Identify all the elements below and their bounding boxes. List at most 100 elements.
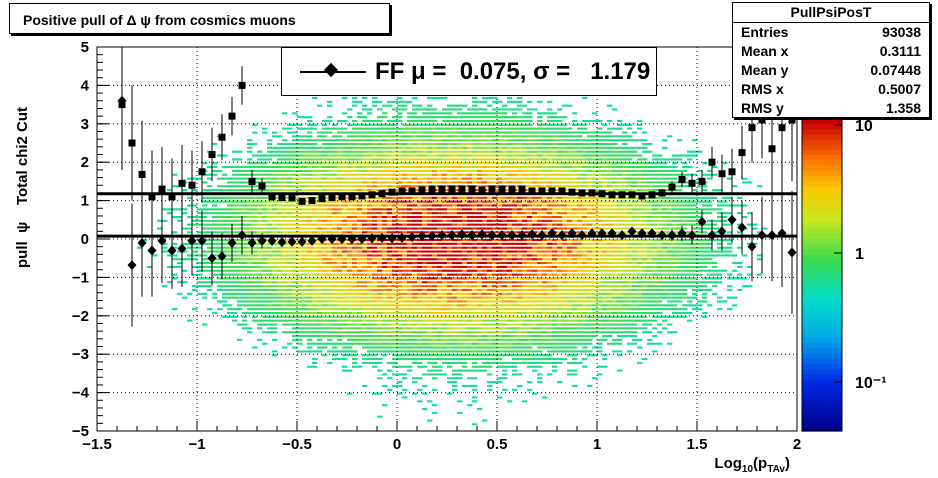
heat-cell xyxy=(427,231,433,234)
heat-cell xyxy=(542,354,548,357)
heat-cell xyxy=(302,196,308,199)
heat-cell xyxy=(577,162,583,165)
heat-cell xyxy=(442,143,448,146)
heat-cell xyxy=(372,262,378,265)
heat-cell xyxy=(272,204,278,207)
heat-cell xyxy=(372,277,378,280)
heat-cell xyxy=(502,116,508,119)
heat-cell xyxy=(497,285,503,288)
heat-cell xyxy=(447,304,453,307)
heat-cell xyxy=(307,304,313,307)
heat-cell xyxy=(357,212,363,215)
heat-cell xyxy=(442,312,448,315)
heat-cell xyxy=(442,227,448,230)
heat-cell xyxy=(192,189,198,192)
heat-cell xyxy=(562,346,568,349)
heat-cell xyxy=(507,312,513,315)
heat-cell xyxy=(277,304,283,307)
heat-cell xyxy=(507,338,513,341)
heat-cell xyxy=(272,315,278,318)
heat-cell xyxy=(497,323,503,326)
heat-cell xyxy=(447,208,453,211)
heat-cell xyxy=(372,354,378,357)
heat-cell xyxy=(432,196,438,199)
heat-cell xyxy=(502,315,508,318)
heat-cell xyxy=(227,269,233,272)
heat-cell xyxy=(457,308,463,311)
heat-cell xyxy=(517,120,523,123)
heat-cell xyxy=(562,304,568,307)
heat-cell xyxy=(247,196,253,199)
heat-cell xyxy=(582,216,588,219)
heat-cell xyxy=(292,296,298,299)
heat-cell xyxy=(397,143,403,146)
heat-cell xyxy=(362,265,368,268)
heat-cell xyxy=(357,312,363,315)
heat-cell xyxy=(312,208,318,211)
heat-cell xyxy=(417,223,423,226)
heat-cell xyxy=(587,139,593,142)
heat-cell xyxy=(462,262,468,265)
heat-cell xyxy=(562,104,568,107)
heat-cell xyxy=(527,300,533,303)
heat-cell xyxy=(307,292,313,295)
heat-cell xyxy=(507,327,513,330)
heat-cell xyxy=(502,331,508,334)
heat-cell xyxy=(387,258,393,261)
heat-cell xyxy=(472,361,478,364)
heat-cell xyxy=(572,346,578,349)
heat-cell xyxy=(532,335,538,338)
heat-cell xyxy=(207,262,213,265)
heat-cell xyxy=(357,135,363,138)
heat-cell xyxy=(507,246,513,249)
heat-cell xyxy=(487,361,493,364)
heat-cell xyxy=(562,162,568,165)
heat-cell xyxy=(197,231,203,234)
heat-cell xyxy=(587,204,593,207)
heat-cell xyxy=(512,346,518,349)
heat-cell xyxy=(427,331,433,334)
heat-cell xyxy=(322,227,328,230)
heat-cell xyxy=(567,285,573,288)
heat-cell xyxy=(487,281,493,284)
heat-cell xyxy=(397,96,403,99)
heat-cell xyxy=(277,285,283,288)
heat-cell xyxy=(557,169,563,172)
heat-cell xyxy=(352,354,358,357)
heat-cell xyxy=(392,273,398,276)
heat-cell xyxy=(487,212,493,215)
heat-cell xyxy=(227,223,233,226)
heat-cell xyxy=(347,273,353,276)
heat-cell xyxy=(467,242,473,245)
heat-cell xyxy=(337,177,343,180)
heat-cell xyxy=(442,154,448,157)
heat-cell xyxy=(382,216,388,219)
heat-cell xyxy=(207,223,213,226)
heat-cell xyxy=(492,108,498,111)
heat-cell xyxy=(522,296,528,299)
heat-cell xyxy=(462,177,468,180)
heat-cell xyxy=(442,250,448,253)
heat-cell xyxy=(292,227,298,230)
heat-cell xyxy=(452,196,458,199)
heat-cell xyxy=(582,169,588,172)
heat-cell xyxy=(582,162,588,165)
heat-cell xyxy=(317,300,323,303)
heat-cell xyxy=(492,258,498,261)
heat-cell xyxy=(182,227,188,230)
heat-cell xyxy=(522,104,528,107)
heat-cell xyxy=(292,200,298,203)
heat-cell xyxy=(467,304,473,307)
heat-cell xyxy=(287,200,293,203)
heat-cell xyxy=(582,146,588,149)
heat-cell xyxy=(527,262,533,265)
heat-cell xyxy=(582,246,588,249)
heat-cell xyxy=(407,150,413,153)
heat-cell xyxy=(502,258,508,261)
heat-cell xyxy=(477,288,483,291)
heat-cell xyxy=(362,308,368,311)
heat-cell xyxy=(247,223,253,226)
heat-cell xyxy=(442,288,448,291)
heat-cell xyxy=(347,269,353,272)
heat-cell xyxy=(487,288,493,291)
